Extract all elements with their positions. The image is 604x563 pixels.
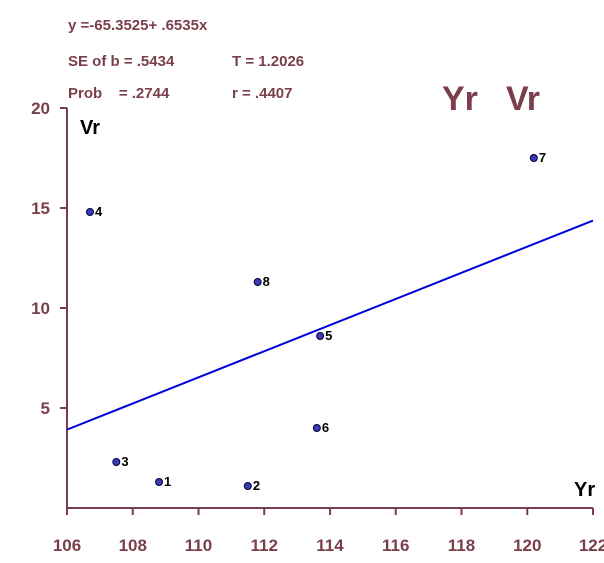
chart-title-x-variable: Yr — [442, 80, 478, 118]
x-tick-label: 122 — [579, 536, 604, 555]
x-tick-label: 114 — [316, 536, 344, 555]
data-points: 1 2 3 4 5 6 7 8 — [86, 150, 546, 493]
x-tick-label: 106 — [53, 536, 81, 555]
x-tick-label: 116 — [382, 536, 409, 555]
data-point-label: 1 — [164, 474, 171, 489]
data-point — [86, 208, 95, 216]
regression-line — [66, 219, 594, 431]
y-ticks: 5 10 15 20 — [31, 99, 67, 418]
x-tick-label: 120 — [513, 536, 541, 555]
x-axis-label: Yr — [574, 479, 595, 501]
y-axis-label: Vr — [80, 117, 100, 139]
t-value: T = 1.2026 — [232, 53, 304, 70]
y-tick-label: 5 — [41, 399, 50, 418]
regression-equation: y =-65.3525+ .6535x — [68, 17, 208, 34]
data-point — [253, 278, 262, 286]
chart-title-y-variable: Vr — [506, 80, 540, 118]
data-point-label: 5 — [325, 328, 332, 343]
probability: Prob = .2744 — [68, 85, 170, 102]
data-point-label: 2 — [253, 478, 260, 493]
correlation-r: r = .4407 — [232, 85, 292, 102]
data-point — [243, 482, 252, 490]
x-tick-label: 118 — [448, 536, 475, 555]
x-tick-label: 108 — [119, 536, 147, 555]
data-point-label: 8 — [263, 274, 270, 289]
se-of-b: SE of b = .5434 — [68, 53, 175, 70]
x-ticks: 106 108 110 112 114 116 118 120 122 — [53, 508, 604, 555]
data-point-label: 4 — [95, 204, 103, 219]
data-point — [529, 154, 538, 162]
data-point — [112, 458, 121, 466]
data-point-label: 6 — [322, 420, 329, 435]
x-tick-label: 112 — [251, 536, 278, 555]
data-point-label: 3 — [121, 454, 128, 469]
y-tick-label: 10 — [31, 299, 50, 318]
data-point-label: 7 — [539, 150, 546, 165]
y-tick-label: 15 — [31, 199, 50, 218]
data-point — [155, 478, 164, 486]
y-tick-label: 20 — [31, 99, 50, 118]
data-point — [312, 424, 321, 432]
data-point — [316, 332, 325, 340]
x-tick-label: 110 — [185, 536, 212, 555]
